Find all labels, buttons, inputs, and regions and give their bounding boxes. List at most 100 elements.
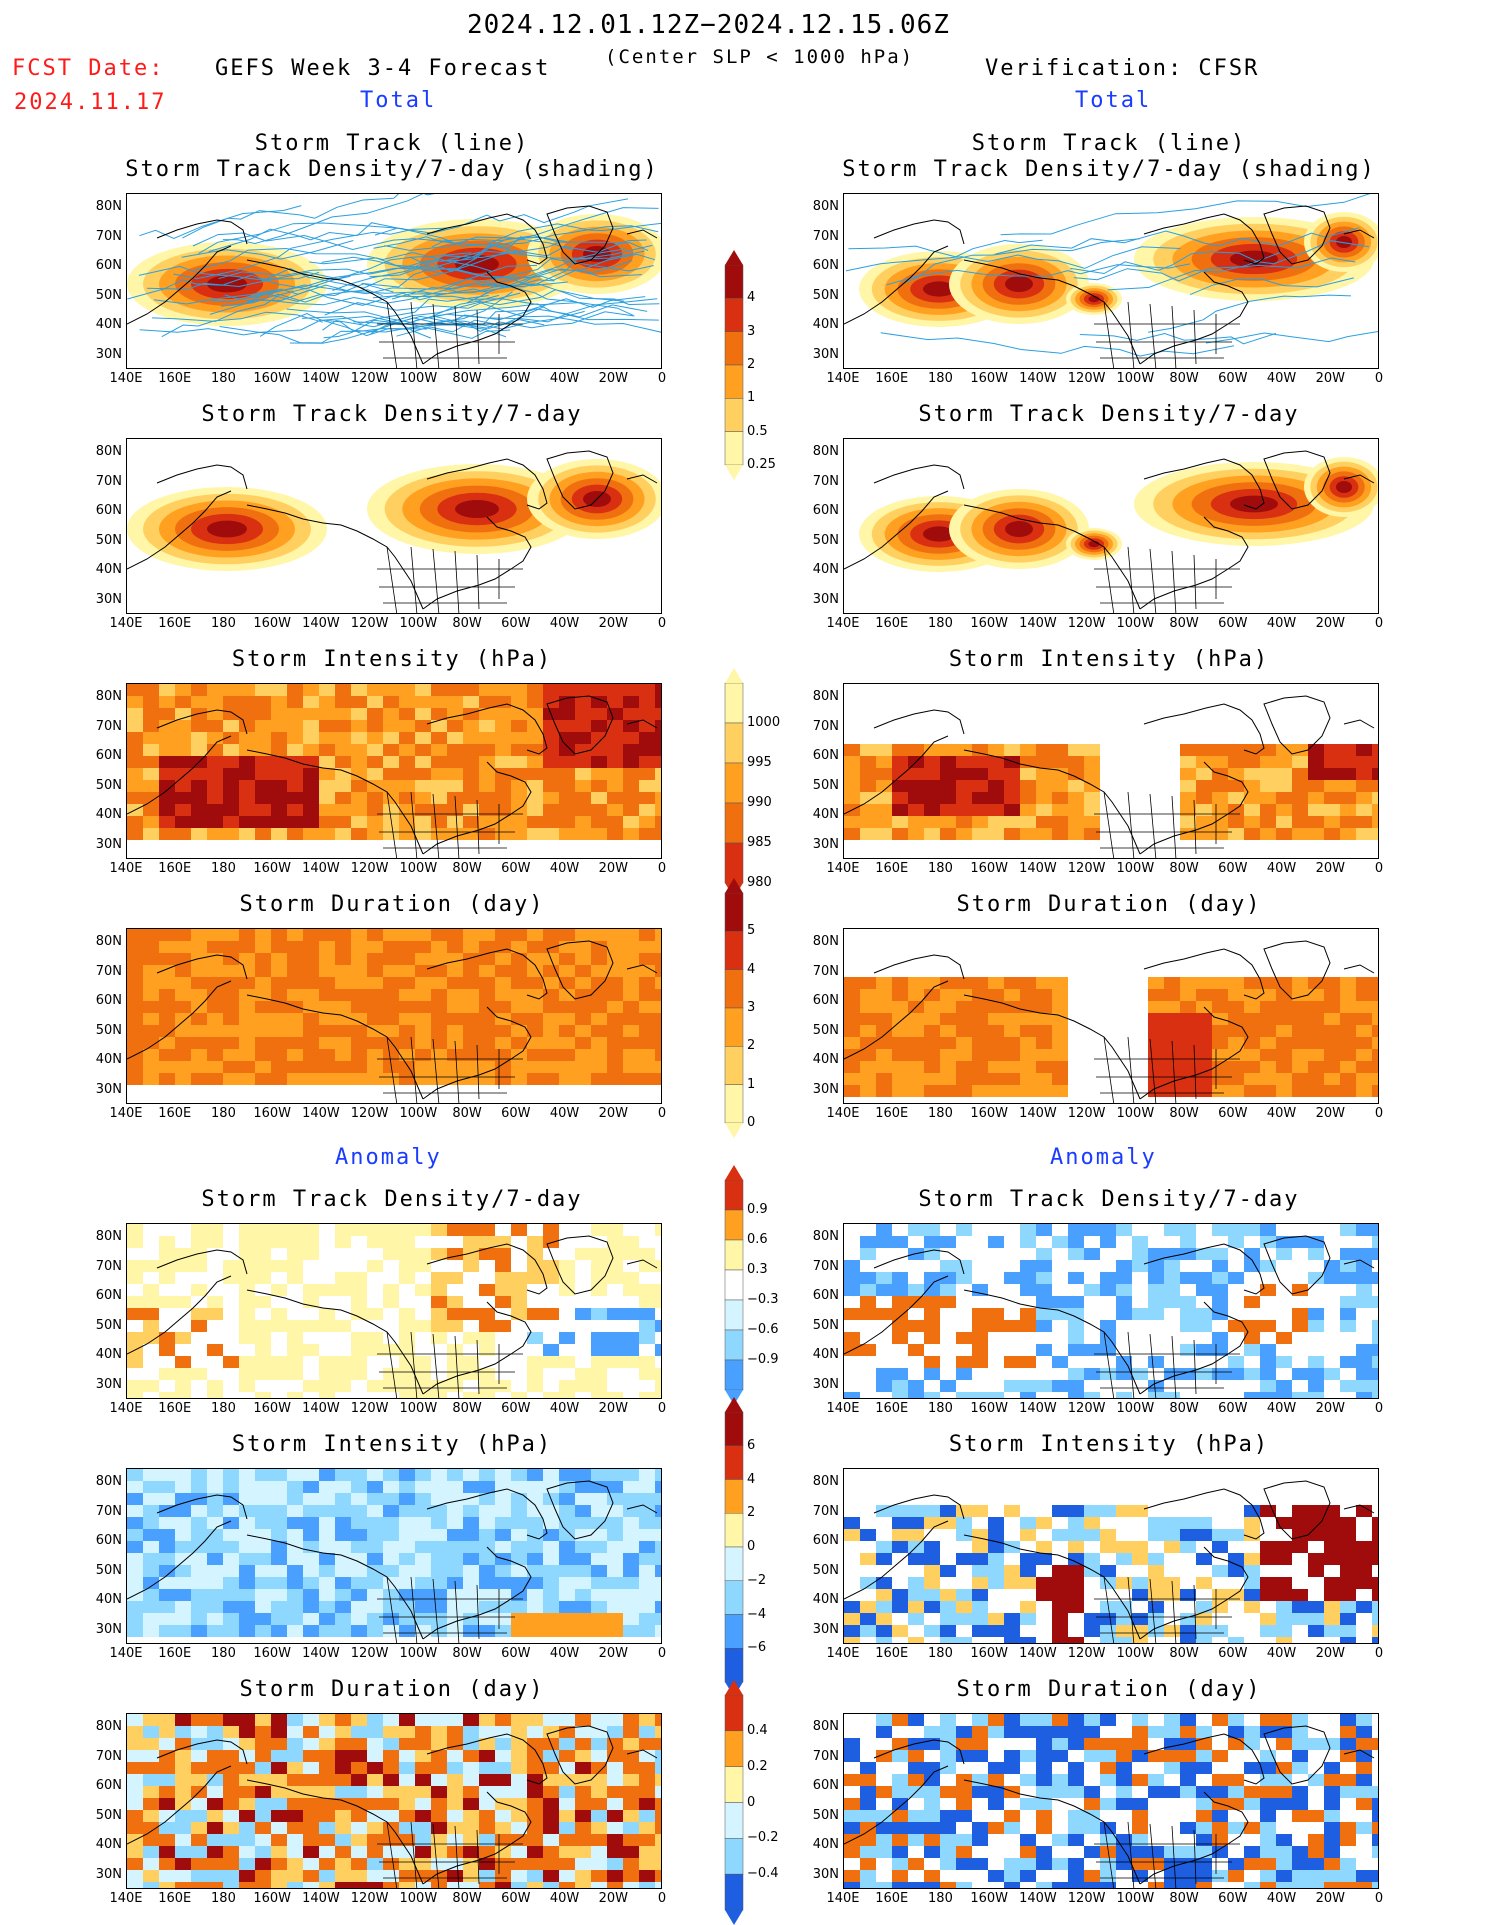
field-cell	[924, 1786, 940, 1798]
lat-label: 50N	[812, 1807, 839, 1823]
colorbar-segment	[724, 331, 744, 366]
field-cell	[1004, 1037, 1020, 1049]
field-cell	[607, 1272, 623, 1284]
lon-label: 140E	[826, 371, 860, 386]
storm-track-line	[384, 236, 571, 251]
field-cell	[559, 1625, 575, 1637]
field-cell	[479, 804, 495, 816]
lat-label: 60N	[95, 503, 122, 518]
field-cell	[175, 1786, 191, 1798]
field-cell	[159, 1001, 175, 1013]
right-anomaly-label: Anomaly	[1050, 1145, 1157, 1170]
lon-label: 40W	[549, 371, 580, 386]
field-cell	[892, 1529, 908, 1541]
field-cell	[511, 965, 527, 977]
field-cell	[127, 1272, 143, 1284]
field-cell	[655, 1601, 661, 1613]
field-cell	[924, 1049, 940, 1061]
field-cell	[1340, 768, 1356, 780]
field-cell	[239, 1834, 255, 1846]
field-cell	[988, 780, 1004, 792]
field-cell	[511, 989, 527, 1001]
lat-label: 30N	[95, 836, 122, 852]
field-cell	[639, 1517, 655, 1529]
field-cell	[399, 1565, 415, 1577]
field-cell	[1132, 1870, 1148, 1882]
field-cell	[1372, 1738, 1378, 1750]
field-cell	[1244, 1762, 1260, 1774]
field-cell	[972, 1025, 988, 1037]
field-cell	[511, 1224, 527, 1236]
colorbar-segment	[724, 802, 744, 844]
field-cell	[972, 1750, 988, 1762]
field-cell	[1308, 816, 1324, 828]
field-cell	[844, 828, 860, 840]
field-cell	[223, 1481, 239, 1493]
field-cell	[892, 792, 908, 804]
lon-label: 0	[1374, 861, 1384, 876]
map-panel-duranom-gefs	[126, 1713, 662, 1889]
field-cell	[287, 1738, 303, 1750]
field-cell	[303, 756, 319, 768]
field-cell	[639, 1870, 655, 1882]
field-cell	[655, 929, 661, 941]
field-cell	[1180, 1272, 1196, 1284]
field-cell	[223, 1013, 239, 1025]
field-cell	[255, 1272, 271, 1284]
field-cell	[607, 1529, 623, 1541]
field-cell	[207, 816, 223, 828]
field-cell	[431, 1224, 447, 1236]
field-cell	[271, 1013, 287, 1025]
field-cell	[367, 1822, 383, 1834]
lat-label: 50N	[95, 532, 122, 548]
field-cell	[287, 1001, 303, 1013]
field-cell	[351, 1553, 367, 1565]
field-cell	[303, 1625, 319, 1637]
field-cell	[527, 684, 543, 696]
field-cell	[127, 1577, 143, 1589]
field-cell	[1148, 1553, 1164, 1565]
field-cell	[623, 1236, 639, 1248]
field-cell	[319, 977, 335, 989]
field-cell	[207, 1846, 223, 1858]
coastline	[546, 940, 614, 1000]
field-cell	[1244, 1224, 1260, 1236]
field-cell	[1244, 1858, 1260, 1870]
map-panel-track-cfsr	[843, 193, 1379, 369]
field-cell	[271, 816, 287, 828]
field-cell	[447, 1025, 463, 1037]
field-cell	[623, 1493, 639, 1505]
coastline	[127, 1275, 232, 1355]
field-cell	[844, 1601, 860, 1613]
field-cell	[876, 816, 892, 828]
field-cell	[1324, 1577, 1340, 1589]
field-cell	[159, 1822, 175, 1834]
field-cell	[1164, 1248, 1180, 1260]
field-cell	[1052, 1025, 1068, 1037]
field-cell	[1164, 1762, 1180, 1774]
field-cell	[431, 1037, 447, 1049]
field-cell	[127, 1380, 143, 1392]
field-cell	[1068, 792, 1084, 804]
field-cell	[175, 696, 191, 708]
field-cell	[383, 1481, 399, 1493]
lat-label: 70N	[812, 1503, 839, 1519]
field-cell	[892, 816, 908, 828]
field-cell	[591, 1738, 607, 1750]
coastline	[1143, 458, 1265, 510]
lon-label: 0	[657, 1646, 667, 1661]
field-cell	[1228, 1553, 1244, 1565]
field-cell	[447, 1320, 463, 1332]
field-cell	[1372, 744, 1378, 756]
field-cell	[876, 1846, 892, 1858]
field-cell	[1324, 1517, 1340, 1529]
field-cell	[1372, 1392, 1378, 1398]
colorbar-segment	[724, 969, 744, 1009]
field-cell	[607, 1870, 623, 1882]
field-cell	[1276, 816, 1292, 828]
coastline	[426, 458, 548, 510]
field-cell	[303, 1786, 319, 1798]
field-cell	[175, 1037, 191, 1049]
field-cell	[415, 1625, 431, 1637]
field-cell	[335, 1798, 351, 1810]
